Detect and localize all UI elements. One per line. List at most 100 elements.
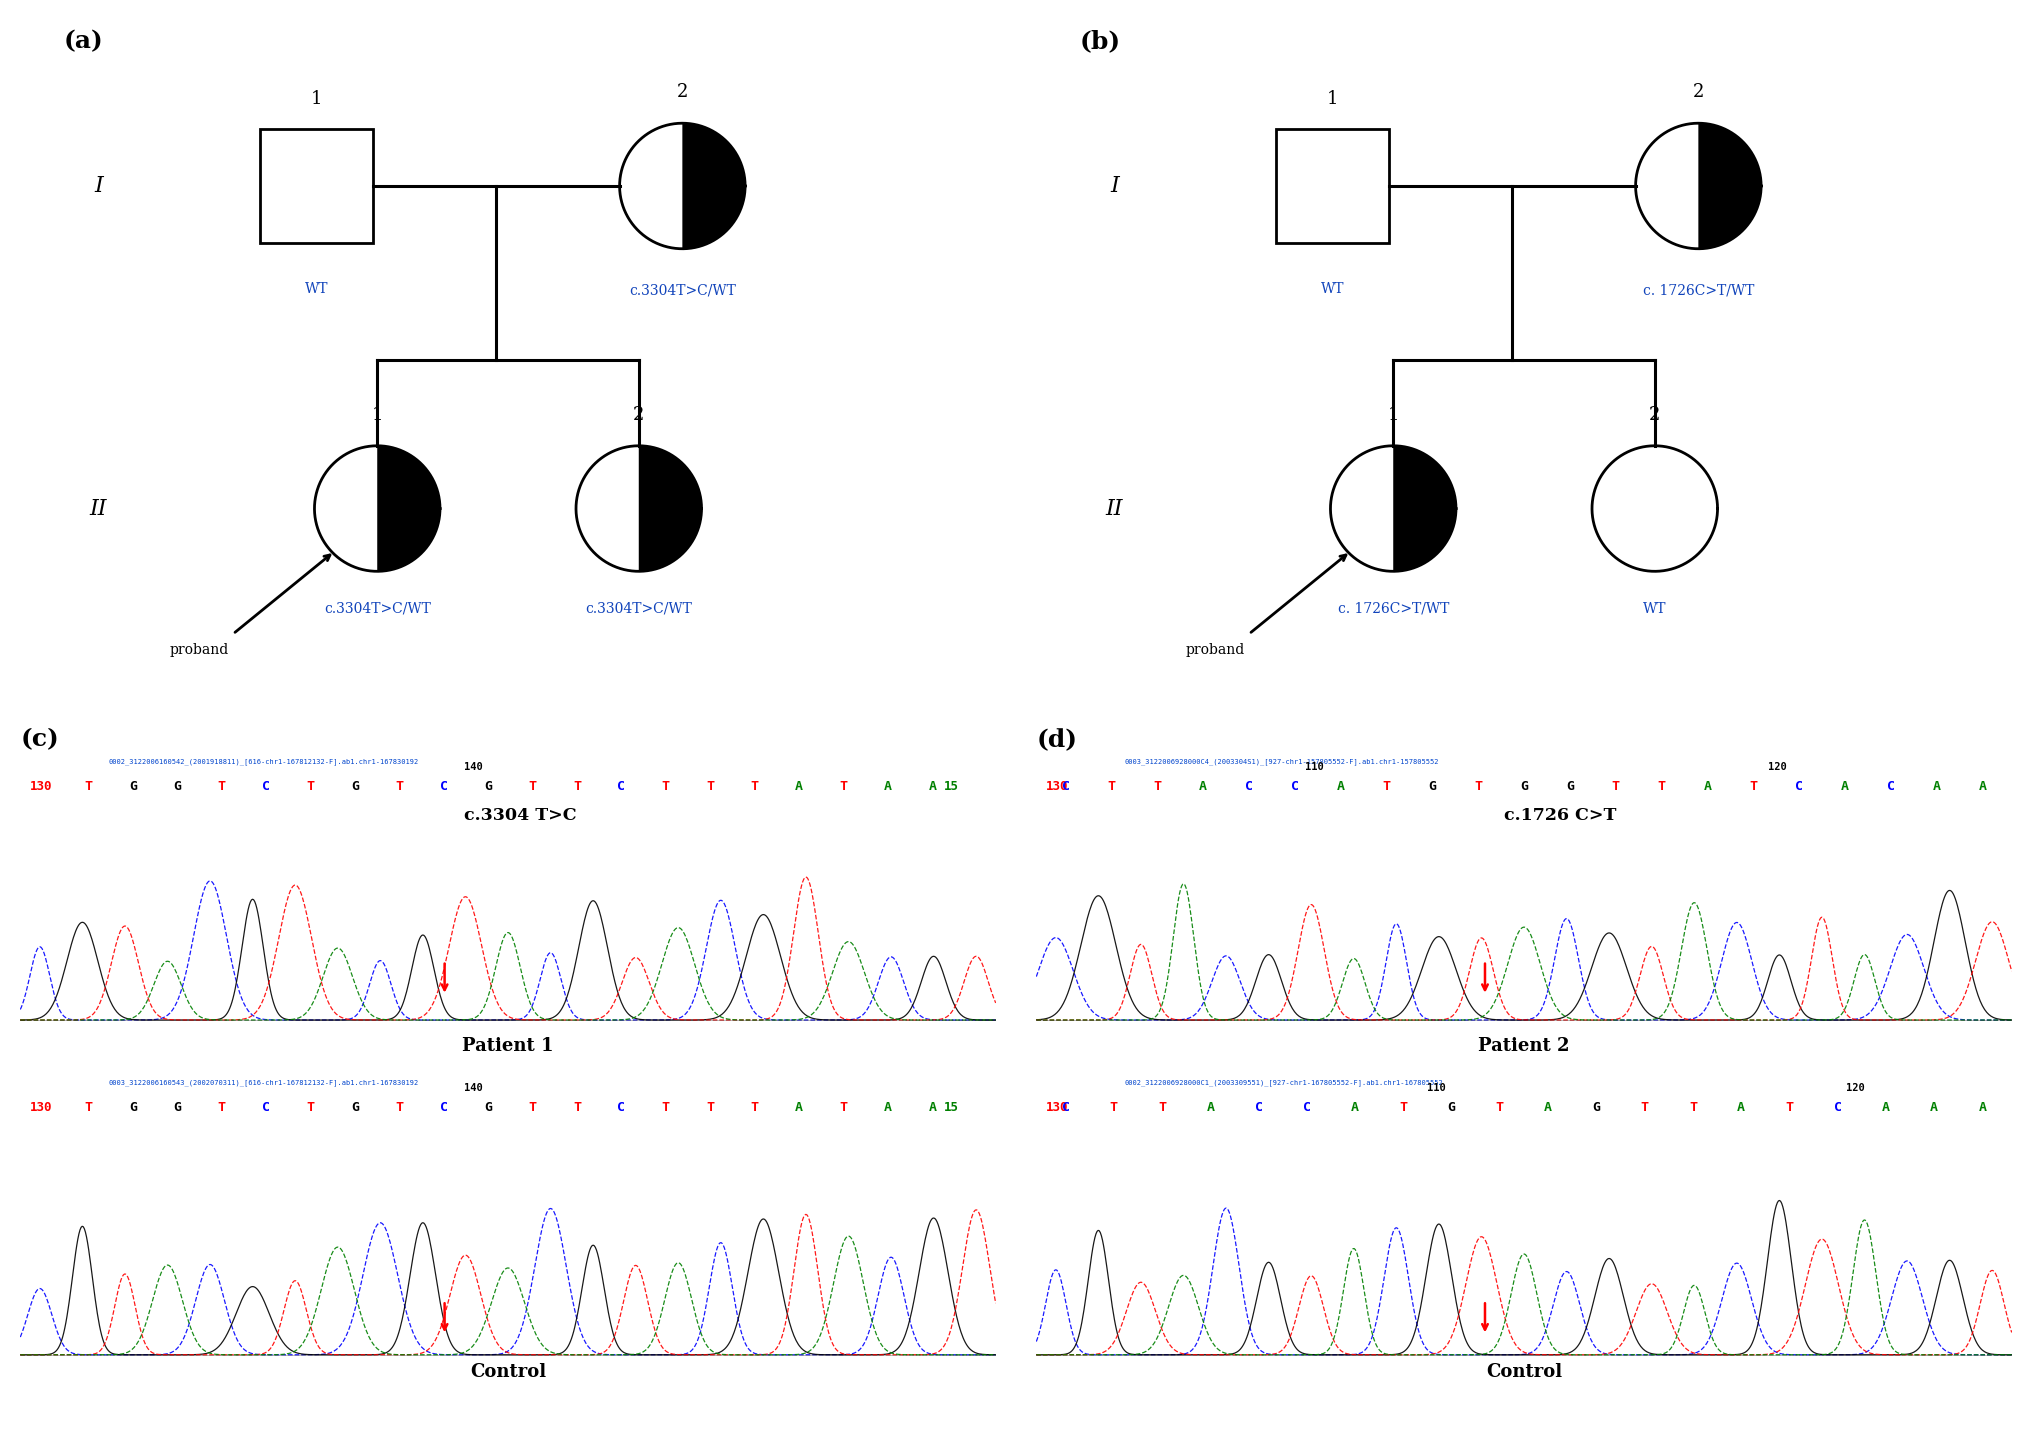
Text: C: C: [1290, 780, 1298, 793]
Text: 140: 140: [465, 763, 484, 773]
Text: Patient 1: Patient 1: [461, 1037, 555, 1055]
Text: 130: 130: [1046, 1101, 1069, 1113]
Text: T: T: [1786, 1101, 1794, 1113]
Text: 1: 1: [372, 405, 382, 424]
Text: 0003_3122006928000C4_(2003304S1)_[927-chr1-157805552-F].ab1.chr1-157805552: 0003_3122006928000C4_(2003304S1)_[927-ch…: [1124, 758, 1439, 766]
Text: G: G: [484, 780, 492, 793]
Text: 120: 120: [1847, 1084, 1865, 1093]
Text: T: T: [1640, 1101, 1648, 1113]
Text: A: A: [1737, 1101, 1745, 1113]
Text: 110: 110: [1305, 763, 1323, 773]
Text: T: T: [707, 780, 715, 793]
Text: T: T: [85, 1101, 93, 1113]
Text: c. 1726C>T/WT: c. 1726C>T/WT: [1337, 602, 1449, 616]
Text: T: T: [662, 1101, 671, 1113]
Text: G: G: [352, 780, 360, 793]
Text: II: II: [1105, 497, 1124, 520]
Text: WT: WT: [1321, 282, 1343, 296]
Text: 15: 15: [945, 780, 959, 793]
Text: T: T: [307, 1101, 315, 1113]
Polygon shape: [1394, 446, 1457, 571]
Text: C: C: [262, 1101, 270, 1113]
Text: Control: Control: [469, 1363, 547, 1382]
Text: T: T: [528, 1101, 536, 1113]
Text: 2: 2: [634, 405, 644, 424]
Text: G: G: [1520, 780, 1528, 793]
Bar: [260, 129, 372, 243]
Text: II: II: [89, 497, 108, 520]
Text: A: A: [795, 1101, 803, 1113]
Text: T: T: [1473, 780, 1481, 793]
Text: C: C: [1794, 780, 1802, 793]
Text: T: T: [396, 780, 404, 793]
Text: c.1726 C>T: c.1726 C>T: [1504, 808, 1617, 824]
Text: A: A: [1207, 1101, 1215, 1113]
Text: T: T: [662, 780, 671, 793]
Text: A: A: [1351, 1101, 1359, 1113]
Text: T: T: [1400, 1101, 1408, 1113]
Text: C: C: [618, 1101, 626, 1113]
Text: (d): (d): [1036, 726, 1077, 751]
Text: c.3304T>C/WT: c.3304T>C/WT: [585, 602, 693, 616]
Text: G: G: [484, 1101, 492, 1113]
Text: T: T: [1107, 780, 1116, 793]
Text: A: A: [1544, 1101, 1552, 1113]
Text: T: T: [1750, 780, 1758, 793]
Text: C: C: [262, 780, 270, 793]
Text: 140: 140: [465, 1084, 484, 1093]
Text: 110: 110: [1426, 1084, 1445, 1093]
Text: 1: 1: [1327, 90, 1337, 108]
Text: 1: 1: [311, 90, 321, 108]
Text: C: C: [1303, 1101, 1311, 1113]
Text: G: G: [128, 1101, 136, 1113]
Text: 0002_3122006160542_(2001918811)_[616-chr1-167812132-F].ab1.chr1-167830192: 0002_3122006160542_(2001918811)_[616-chr…: [108, 758, 419, 766]
Text: A: A: [1841, 780, 1849, 793]
Text: c.3304 T>C: c.3304 T>C: [463, 808, 577, 824]
Text: T: T: [707, 1101, 715, 1113]
Text: T: T: [839, 1101, 847, 1113]
Text: C: C: [439, 1101, 447, 1113]
Text: WT: WT: [305, 282, 327, 296]
Text: (a): (a): [63, 29, 104, 54]
Polygon shape: [378, 446, 441, 571]
Text: G: G: [173, 1101, 181, 1113]
Text: A: A: [1199, 780, 1207, 793]
Text: 130: 130: [1046, 780, 1069, 793]
Text: T: T: [217, 1101, 226, 1113]
Text: A: A: [795, 780, 803, 793]
Text: T: T: [1109, 1101, 1118, 1113]
Text: T: T: [396, 1101, 404, 1113]
Text: T: T: [839, 780, 847, 793]
Text: C: C: [1061, 780, 1069, 793]
Text: T: T: [1611, 780, 1620, 793]
Text: T: T: [1658, 780, 1666, 793]
Text: 0002_3122006928000C1_(2003309551)_[927-chr1-167805552-F].ab1.chr1-167805552: 0002_3122006928000C1_(2003309551)_[927-c…: [1124, 1080, 1443, 1085]
Text: T: T: [528, 780, 536, 793]
Text: C: C: [1246, 780, 1254, 793]
Text: T: T: [307, 780, 315, 793]
Text: C: C: [1254, 1101, 1262, 1113]
Text: T: T: [1689, 1101, 1697, 1113]
Text: A: A: [929, 780, 937, 793]
Text: 2: 2: [1693, 83, 1705, 102]
Text: T: T: [573, 780, 581, 793]
Text: T: T: [1382, 780, 1390, 793]
Text: G: G: [1567, 780, 1575, 793]
Text: A: A: [884, 780, 892, 793]
Text: G: G: [173, 780, 181, 793]
Text: G: G: [1428, 780, 1437, 793]
Text: T: T: [1154, 780, 1160, 793]
Text: 0003_3122006160543_(2002070311)_[616-chr1-167812132-F].ab1.chr1-167830192: 0003_3122006160543_(2002070311)_[616-chr…: [108, 1080, 419, 1085]
Text: c.3304T>C/WT: c.3304T>C/WT: [323, 602, 431, 616]
Text: c. 1726C>T/WT: c. 1726C>T/WT: [1642, 283, 1754, 298]
Polygon shape: [683, 124, 746, 248]
Text: C: C: [618, 780, 626, 793]
Text: C: C: [1833, 1101, 1841, 1113]
Polygon shape: [1699, 124, 1762, 248]
Text: 120: 120: [1768, 763, 1786, 773]
Text: G: G: [128, 780, 136, 793]
Text: G: G: [1447, 1101, 1455, 1113]
Text: G: G: [352, 1101, 360, 1113]
Text: T: T: [573, 1101, 581, 1113]
Text: C: C: [439, 780, 447, 793]
